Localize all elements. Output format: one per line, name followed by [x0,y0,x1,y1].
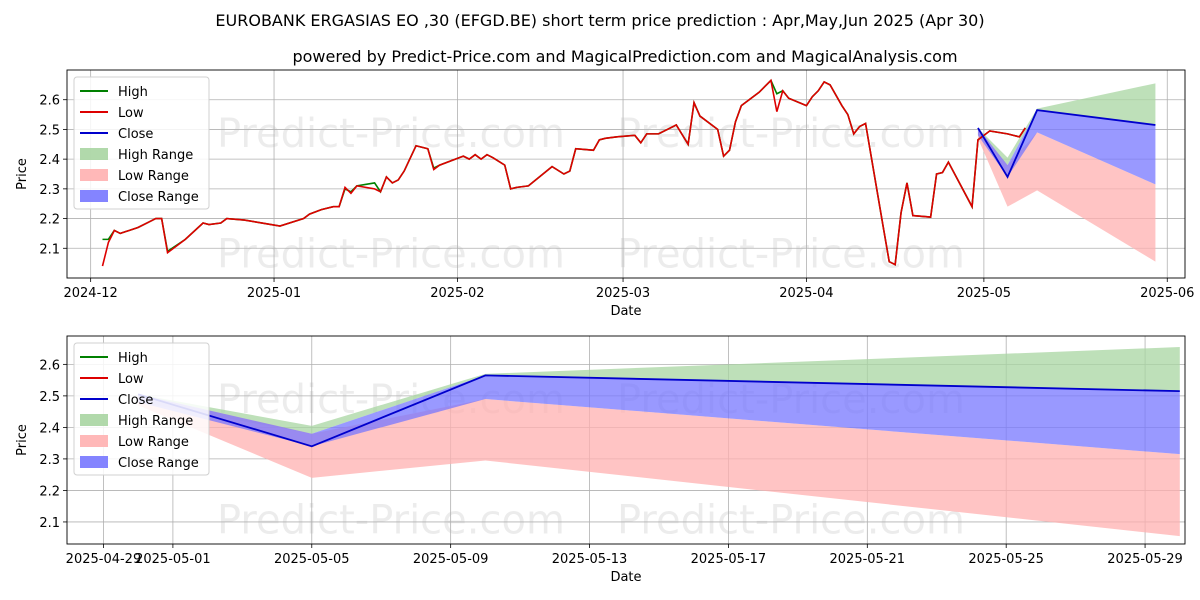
plot-area [101,78,1156,267]
legend-label: Close Range [118,190,199,205]
x-axis-label: Date [610,570,641,585]
plot-frame [66,335,1186,545]
x-tick-label: 2025-05-09 [413,552,489,567]
legend-swatch [80,456,108,468]
y-tick-label: 2.4 [39,421,60,436]
legend-swatch [80,414,108,426]
x-tick-label: 2025-02 [430,286,484,301]
x-tick-label: 2025-01 [247,286,301,301]
legend-label: Close Range [118,456,199,471]
x-tick-label: 2025-05 [957,286,1011,301]
y-axis-label: Price [15,158,30,190]
chart-title: EUROBANK ERGASIAS EO ,30 (EFGD.BE) short… [215,11,984,30]
watermark: Predict-Price.com [217,232,565,278]
low-range-band [138,394,1180,537]
legend-label: Low Range [118,435,189,450]
legend-label: High [118,351,148,366]
legend-label: Close [118,393,153,408]
legend: High Low Close High Range Low Range Close Ran… [73,76,210,210]
y-tick-label: 2.6 [39,358,60,373]
y-tick-label: 2.3 [39,183,60,198]
legend-swatch [80,435,108,447]
watermark: Predict-Price.com [617,232,965,278]
close-series-line [137,374,1180,448]
y-tick-label: 2.1 [39,242,60,257]
close-range-band [977,110,1156,185]
legend-swatch [80,169,108,181]
y-axis-label: Price [15,424,30,456]
y-tick-label: 2.2 [39,213,60,228]
legend-swatch [80,190,108,202]
legend-label: Close [118,127,153,142]
high-range-band [138,347,1180,434]
y-tick-label: 2.5 [39,390,60,405]
low-series-line [101,78,1026,267]
watermark: Predict-Price.com [217,498,565,544]
legend: High Low Close High Range Low Range Close Ran… [73,342,210,476]
y-tick-label: 2.6 [39,94,60,109]
x-tick-label: 2025-05-01 [135,552,211,567]
watermark: Predict-Price.com [217,111,565,157]
x-tick-label: 2025-05-13 [552,552,628,567]
x-tick-label: 2025-05-29 [1107,552,1183,567]
history-chart: Predict-Price.com Predict-Price.com Predic… [15,69,1194,319]
x-tick-label: 2025-04 [779,286,833,301]
close-range-band [138,375,1180,455]
plot-area [137,347,1180,537]
x-tick-label: 2025-05-05 [274,552,350,567]
x-tick-label: 2025-05-17 [691,552,767,567]
low-range-band [977,127,1156,262]
y-tick-label: 2.4 [39,153,60,168]
x-tick-label: 2025-05-25 [968,552,1044,567]
chart-subtitle: powered by Predict-Price.com and Magical… [292,47,957,66]
y-tick-label: 2.2 [39,484,60,499]
x-tick-label: 2024-12 [63,286,117,301]
legend-swatch [80,148,108,160]
x-tick-label: 2025-03 [596,286,650,301]
watermark: Predict-Price.com [617,111,965,157]
plot-frame [66,69,1186,279]
y-tick-label: 2.5 [39,123,60,138]
y-tick-label: 2.1 [39,516,60,531]
legend-label: Low Range [118,169,189,184]
legend-label: Low [118,372,144,387]
x-tick-label: 2025-06 [1140,286,1194,301]
x-tick-label: 2025-04-29 [66,552,142,567]
close-series-line [977,109,1156,179]
y-tick-label: 2.3 [39,453,60,468]
x-tick-label: 2025-05-21 [830,552,906,567]
legend-label: High Range [118,414,193,429]
x-axis-label: Date [610,304,641,319]
high-range-band [977,83,1156,166]
legend-label: High [118,85,148,100]
legend-label: High Range [118,148,193,163]
legend-label: Low [118,106,144,121]
